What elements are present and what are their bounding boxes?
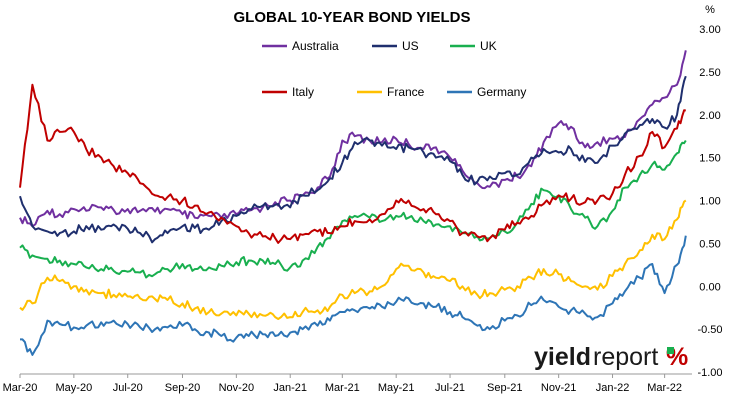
chart-title: GLOBAL 10-YEAR BOND YIELDS (234, 9, 471, 26)
legend-label-italy: Italy (292, 85, 314, 99)
legend-label-germany: Germany (477, 85, 526, 99)
x-tick-label: Sep-21 (487, 382, 522, 394)
y-axis-unit: % (705, 4, 715, 16)
x-tick-label: Jul-20 (113, 382, 143, 394)
brand-percent-accent (667, 347, 674, 354)
yieldreport-logo: yield report % (534, 343, 688, 371)
x-tick-label: Jan-22 (596, 382, 630, 394)
x-tick-label: Nov-20 (219, 382, 254, 394)
y-tick-label: 0.00 (699, 281, 720, 293)
x-tick-label: May-20 (56, 382, 93, 394)
series-line-france (19, 199, 687, 320)
y-tick-label: -0.50 (697, 324, 722, 336)
series-line-uk (19, 139, 687, 279)
plot-area: Mar-20 May-20 Jul-20 Sep-20 Nov-20 Jan-21 Mar-… (3, 24, 723, 394)
y-tick-label: 1.00 (699, 196, 720, 208)
legend-label-uk: UK (480, 39, 497, 53)
legend: Australia US UK Italy France Germany (262, 39, 526, 99)
x-tick-label: Mar-21 (325, 382, 360, 394)
y-tick-label: 2.00 (699, 110, 720, 122)
y-tick-label: -1.00 (697, 367, 722, 379)
brand-report-text: report (593, 343, 658, 371)
x-tick-label: May-21 (378, 382, 415, 394)
y-tick-label: 3.00 (699, 24, 720, 36)
y-tick-label: 0.50 (699, 238, 720, 250)
series-line-italy (19, 83, 686, 244)
y-tick-label: 1.50 (699, 153, 720, 165)
series-line-australia (19, 50, 687, 228)
brand-yield-text: yield (534, 343, 591, 371)
legend-label-australia: Australia (292, 39, 339, 53)
y-tick-label: 2.50 (699, 67, 720, 79)
x-tick-label: Sep-20 (165, 382, 200, 394)
legend-label-us: US (402, 39, 419, 53)
x-tick-label: Mar-20 (3, 382, 38, 394)
series-line-germany (20, 235, 687, 356)
x-tick-label: Mar-22 (647, 382, 682, 394)
legend-label-france: France (387, 85, 425, 99)
x-tick-label: Jan-21 (273, 382, 307, 394)
series-line-us (19, 75, 687, 244)
x-tick-label: Nov-21 (541, 382, 576, 394)
x-tick-label: Jul-21 (435, 382, 465, 394)
